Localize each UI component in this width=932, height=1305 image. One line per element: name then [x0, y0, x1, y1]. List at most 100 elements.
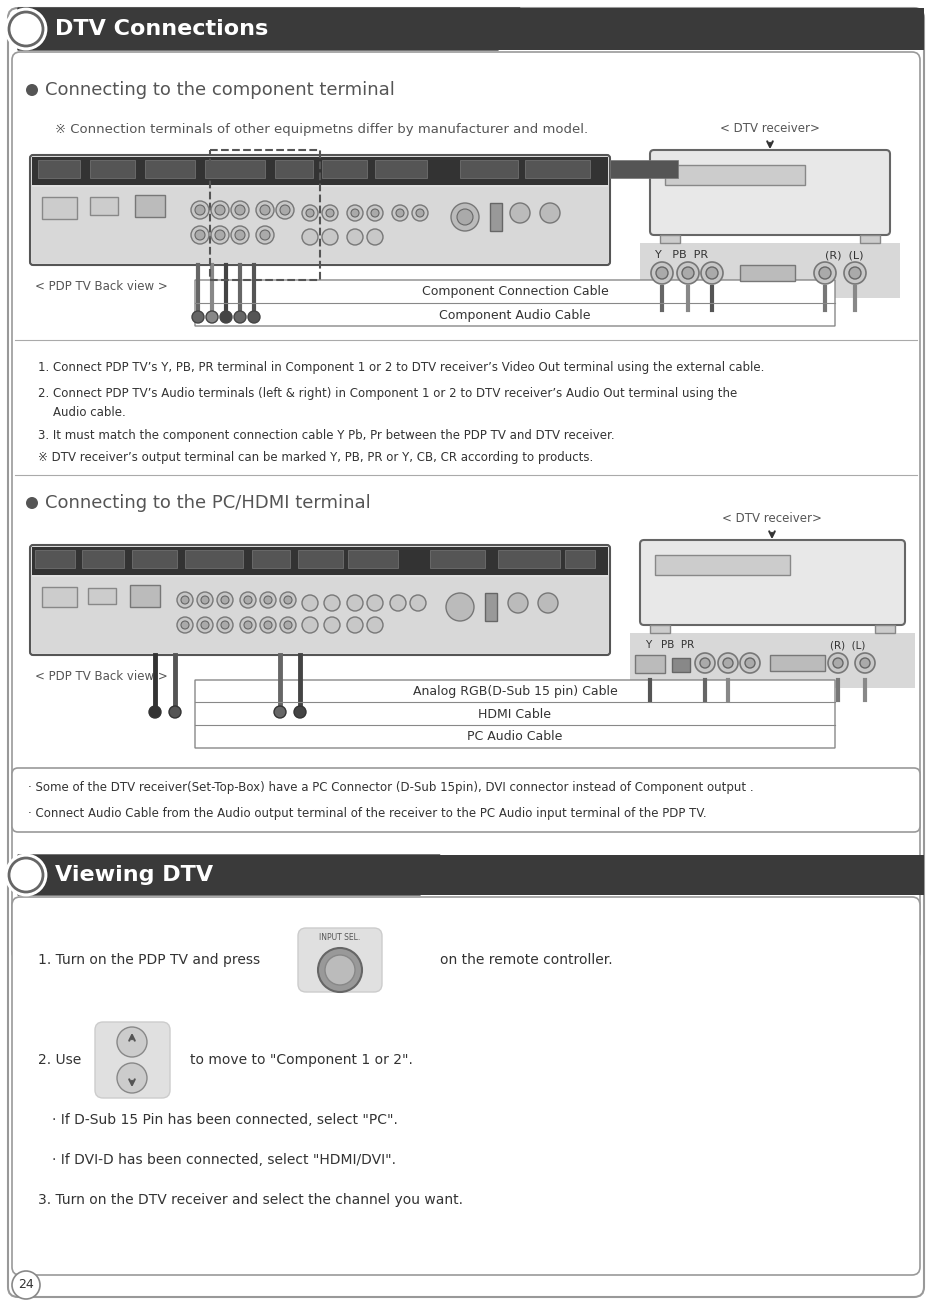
FancyBboxPatch shape [95, 1022, 170, 1098]
Circle shape [260, 205, 270, 215]
Circle shape [326, 209, 334, 217]
Bar [430, 549, 485, 568]
Text: PC Audio Cable: PC Audio Cable [467, 731, 563, 744]
Text: 1. Connect PDP TV’s Y, PB, PR terminal in Component 1 or 2 to DTV receiver’s Vid: 1. Connect PDP TV’s Y, PB, PR terminal i… [38, 361, 764, 375]
Circle shape [294, 706, 306, 718]
Circle shape [6, 9, 46, 50]
Text: · If D-Sub 15 Pin has been connected, select "PC".: · If D-Sub 15 Pin has been connected, se… [52, 1113, 398, 1128]
Bar [82, 549, 124, 568]
Circle shape [302, 205, 318, 221]
Circle shape [244, 596, 252, 604]
Circle shape [318, 947, 362, 992]
Bar [252, 549, 290, 568]
Bar [610, 161, 678, 177]
Circle shape [197, 617, 213, 633]
Bar [38, 161, 80, 177]
Circle shape [201, 621, 209, 629]
Circle shape [510, 204, 530, 223]
Text: Y   PB  PR: Y PB PR [655, 251, 708, 260]
Text: < DTV receiver>: < DTV receiver> [720, 121, 820, 134]
Text: Connecting to the component terminal: Connecting to the component terminal [45, 81, 395, 99]
FancyBboxPatch shape [30, 545, 610, 655]
Circle shape [347, 205, 363, 221]
Circle shape [695, 652, 715, 673]
Circle shape [740, 652, 760, 673]
Bar [210, 150, 320, 281]
Text: Audio cable.: Audio cable. [38, 406, 126, 419]
Circle shape [706, 268, 718, 279]
Circle shape [367, 595, 383, 611]
Circle shape [191, 226, 209, 244]
Circle shape [540, 204, 560, 223]
Circle shape [220, 311, 232, 324]
Circle shape [264, 621, 272, 629]
Bar [145, 161, 195, 177]
FancyBboxPatch shape [30, 155, 610, 265]
Circle shape [9, 857, 43, 893]
Text: 2. Connect PDP TV’s Audio terminals (left & right) in Component 1 or 2 to DTV re: 2. Connect PDP TV’s Audio terminals (lef… [38, 386, 737, 399]
Circle shape [192, 311, 204, 324]
Bar [650, 625, 670, 633]
Bar [640, 243, 900, 298]
Circle shape [392, 205, 408, 221]
Bar [298, 549, 343, 568]
Text: · Connect Audio Cable from the Audio output terminal of the receiver to the PC A: · Connect Audio Cable from the Audio out… [28, 808, 706, 821]
Circle shape [248, 311, 260, 324]
Circle shape [276, 201, 294, 219]
Text: Y   PB  PR: Y PB PR [645, 639, 694, 650]
Bar [660, 235, 680, 243]
FancyBboxPatch shape [12, 769, 920, 833]
FancyBboxPatch shape [12, 897, 920, 1275]
Bar [205, 161, 265, 177]
Circle shape [860, 658, 870, 668]
Text: ※ Connection terminals of other equipmetns differ by manufacturer and model.: ※ Connection terminals of other equipmet… [55, 124, 588, 137]
Bar [132, 549, 177, 568]
Circle shape [280, 592, 296, 608]
Circle shape [260, 592, 276, 608]
Circle shape [181, 621, 189, 629]
Text: (R)  (L): (R) (L) [830, 639, 866, 650]
Bar [32, 187, 608, 264]
Circle shape [201, 596, 209, 604]
Text: to move to "Component 1 or 2".: to move to "Component 1 or 2". [190, 1053, 413, 1067]
Circle shape [26, 497, 38, 509]
Circle shape [828, 652, 848, 673]
Bar [860, 235, 880, 243]
Circle shape [117, 1027, 147, 1057]
Bar [655, 555, 790, 576]
Circle shape [274, 706, 286, 718]
Bar [185, 549, 243, 568]
Text: < DTV receiver>: < DTV receiver> [722, 512, 822, 525]
Text: 1. Turn on the PDP TV and press: 1. Turn on the PDP TV and press [38, 953, 260, 967]
Circle shape [367, 205, 383, 221]
Bar [875, 625, 895, 633]
Circle shape [217, 592, 233, 608]
Circle shape [206, 311, 218, 324]
Text: 2. Use: 2. Use [38, 1053, 81, 1067]
Bar [630, 633, 915, 688]
Circle shape [26, 84, 38, 97]
Text: INPUT SEL.: INPUT SEL. [320, 933, 361, 942]
Bar [485, 592, 497, 621]
Circle shape [260, 617, 276, 633]
Circle shape [451, 204, 479, 231]
Circle shape [814, 262, 836, 284]
Bar [770, 655, 825, 671]
Circle shape [12, 1271, 40, 1298]
Circle shape [280, 205, 290, 215]
FancyBboxPatch shape [12, 52, 920, 960]
Text: < PDP TV Back view >: < PDP TV Back view > [35, 669, 168, 683]
Text: on the remote controller.: on the remote controller. [440, 953, 612, 967]
Circle shape [701, 262, 723, 284]
Bar [32, 547, 608, 576]
Circle shape [181, 596, 189, 604]
Circle shape [351, 209, 359, 217]
Circle shape [177, 617, 193, 633]
Circle shape [197, 592, 213, 608]
Circle shape [656, 268, 668, 279]
Text: < PDP TV Back view >: < PDP TV Back view > [35, 281, 168, 294]
Circle shape [412, 205, 428, 221]
Text: Component Connection Cable: Component Connection Cable [421, 284, 609, 298]
Circle shape [844, 262, 866, 284]
FancyBboxPatch shape [640, 540, 905, 625]
